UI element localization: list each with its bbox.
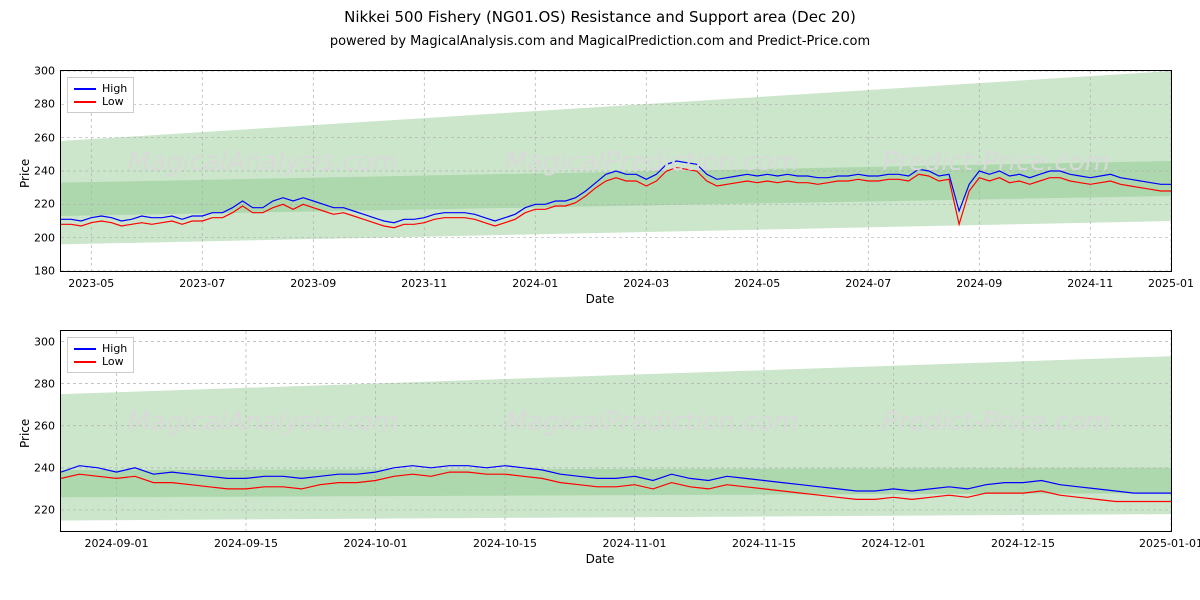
legend-top: High Low — [67, 77, 134, 113]
xtick-label: 2024-12-15 — [991, 531, 1055, 550]
xtick-label: 2024-05 — [734, 271, 780, 290]
xtick-label: 2024-09-01 — [85, 531, 149, 550]
xtick-label: 2024-11-15 — [732, 531, 796, 550]
xtick-label: 2023-09 — [290, 271, 336, 290]
legend-swatch-low — [74, 101, 96, 103]
ytick-label: 180 — [34, 265, 61, 278]
ytick-label: 300 — [34, 335, 61, 348]
xtick-label: 2024-09-15 — [214, 531, 278, 550]
ytick-label: 220 — [34, 198, 61, 211]
legend-bottom: High Low — [67, 337, 134, 373]
ytick-label: 260 — [34, 419, 61, 432]
legend-item-low: Low — [74, 95, 127, 108]
xtick-label: 2025-01 — [1148, 271, 1194, 290]
legend-swatch-high — [74, 88, 96, 90]
xtick-label: 2024-12-01 — [862, 531, 926, 550]
xlabel-top: Date — [0, 292, 1200, 306]
legend-item-high: High — [74, 342, 127, 355]
xtick-label: 2024-11 — [1067, 271, 1113, 290]
xtick-label: 2025-01-01 — [1139, 531, 1200, 550]
xtick-label: 2023-11 — [401, 271, 447, 290]
legend-item-low: Low — [74, 355, 127, 368]
xtick-label: 2024-09 — [956, 271, 1002, 290]
xtick-label: 2024-03 — [623, 271, 669, 290]
ytick-label: 240 — [34, 461, 61, 474]
xtick-label: 2024-10-01 — [344, 531, 408, 550]
legend-label-low: Low — [102, 95, 124, 108]
ytick-label: 280 — [34, 98, 61, 111]
legend-label-high: High — [102, 342, 127, 355]
ytick-label: 260 — [34, 131, 61, 144]
ytick-label: 220 — [34, 503, 61, 516]
ytick-label: 300 — [34, 65, 61, 78]
legend-swatch-low — [74, 361, 96, 363]
xtick-label: 2023-05 — [68, 271, 114, 290]
page-subtitle: powered by MagicalAnalysis.com and Magic… — [0, 34, 1200, 49]
xlabel-bottom: Date — [0, 552, 1200, 566]
ytick-label: 200 — [34, 231, 61, 244]
chart-panel-bottom: High Low MagicalAnalysis.comMagicalPredi… — [60, 330, 1172, 532]
legend-swatch-high — [74, 348, 96, 350]
xtick-label: 2024-07 — [845, 271, 891, 290]
legend-label-low: Low — [102, 355, 124, 368]
xtick-label: 2024-10-15 — [473, 531, 537, 550]
chart-panel-top: High Low MagicalAnalysis.comMagicalPredi… — [60, 70, 1172, 272]
ytick-label: 240 — [34, 165, 61, 178]
ylabel-top: Price — [18, 159, 32, 188]
ytick-label: 280 — [34, 377, 61, 390]
xtick-label: 2024-11-01 — [603, 531, 667, 550]
page-title: Nikkei 500 Fishery (NG01.OS) Resistance … — [0, 8, 1200, 26]
ylabel-bottom: Price — [18, 419, 32, 448]
xtick-label: 2023-07 — [179, 271, 225, 290]
legend-item-high: High — [74, 82, 127, 95]
legend-label-high: High — [102, 82, 127, 95]
xtick-label: 2024-01 — [512, 271, 558, 290]
